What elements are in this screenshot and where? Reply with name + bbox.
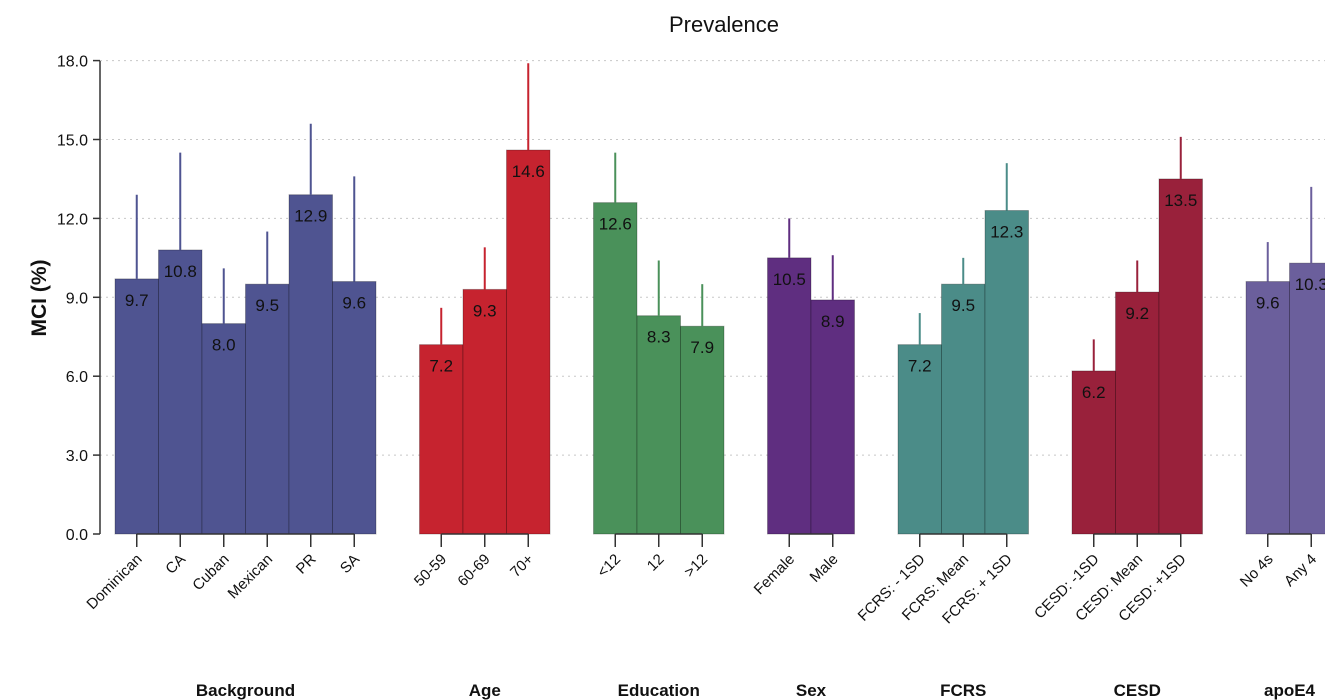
group-label: CESD (1114, 681, 1161, 700)
bar (506, 149, 551, 535)
bar (680, 325, 725, 535)
data-label: 9.6 (1256, 294, 1280, 313)
bar (201, 323, 246, 535)
x-tick-label: Any 4 (1281, 551, 1320, 590)
x-tick-label: 12 (644, 551, 668, 575)
chart-title: Prevalence (669, 12, 779, 37)
bar (1245, 281, 1290, 535)
data-label: 7.9 (690, 338, 714, 357)
bar (158, 249, 203, 535)
bar (332, 281, 377, 535)
bar (897, 344, 942, 535)
x-tick-label: No 4s (1237, 551, 1277, 591)
data-label: 9.7 (125, 291, 149, 310)
x-tick-label: >12 (681, 551, 711, 581)
x-tick-label: 60-69 (454, 551, 493, 590)
data-label: 8.0 (212, 336, 236, 355)
data-label: 7.2 (908, 357, 932, 376)
bar (636, 315, 681, 535)
data-label: 9.6 (342, 294, 366, 313)
data-label: 10.3 (1295, 275, 1325, 294)
group-label: apoE4 (1264, 681, 1316, 700)
bar (810, 299, 855, 535)
x-tick-label: <12 (594, 551, 624, 581)
data-label: 12.3 (990, 223, 1023, 242)
data-label: 13.5 (1164, 191, 1197, 210)
group-label: FCRS (940, 681, 986, 700)
y-tick-label: 15.0 (57, 133, 88, 150)
x-tick-label: SA (337, 551, 363, 577)
bar (1158, 178, 1203, 535)
bar (984, 210, 1029, 535)
bar (593, 202, 638, 535)
y-tick-label: 9.0 (66, 290, 88, 307)
data-label: 9.5 (255, 296, 279, 315)
bar (1289, 262, 1325, 535)
y-axis-label: MCI (%) (28, 260, 51, 337)
bar (462, 288, 507, 535)
y-tick-label: 18.0 (57, 54, 88, 71)
bar (288, 194, 333, 535)
group-label: Age (469, 681, 501, 700)
data-label: 12.9 (294, 207, 327, 226)
bar (767, 257, 812, 535)
data-label: 6.2 (1082, 383, 1106, 402)
data-label: 9.3 (473, 301, 497, 320)
group-label: Education (618, 681, 700, 700)
x-tick-label: PR (293, 551, 320, 578)
y-tick-label: 6.0 (66, 369, 88, 386)
data-label: 10.8 (164, 262, 197, 281)
y-tick-label: 12.0 (57, 211, 88, 228)
x-tick-label: 50-59 (411, 551, 450, 590)
data-label: 7.2 (429, 357, 453, 376)
data-label: 9.2 (1125, 304, 1149, 323)
data-label: 8.9 (821, 312, 845, 331)
x-tick-label: 70+ (507, 551, 537, 581)
data-label: 10.5 (773, 270, 806, 289)
data-label: 12.6 (599, 215, 632, 234)
bar (114, 278, 159, 535)
group-label: Sex (796, 681, 827, 700)
bars: 9.7 10.8 8.0 9.5 12.9 9.6 7.2 9.3 14.6 12.6 8.3 7.9… (114, 63, 1325, 535)
data-label: 9.5 (951, 296, 975, 315)
bar (1115, 291, 1160, 535)
x-tick-label: Mexican (225, 551, 277, 603)
data-label: 14.6 (512, 162, 545, 181)
y-tick-label: 0.0 (66, 527, 88, 544)
x-tick-label: CA (162, 551, 189, 578)
bar (941, 283, 986, 535)
data-label: 8.3 (647, 328, 671, 347)
bar (419, 344, 464, 535)
group-label: Background (196, 681, 295, 700)
x-tick-label: Dominican (83, 551, 145, 613)
x-tick-label: Female (751, 551, 798, 598)
x-tick-label: Male (807, 551, 842, 586)
bar (245, 283, 290, 535)
bar (1071, 370, 1116, 535)
y-tick-label: 3.0 (66, 448, 88, 465)
